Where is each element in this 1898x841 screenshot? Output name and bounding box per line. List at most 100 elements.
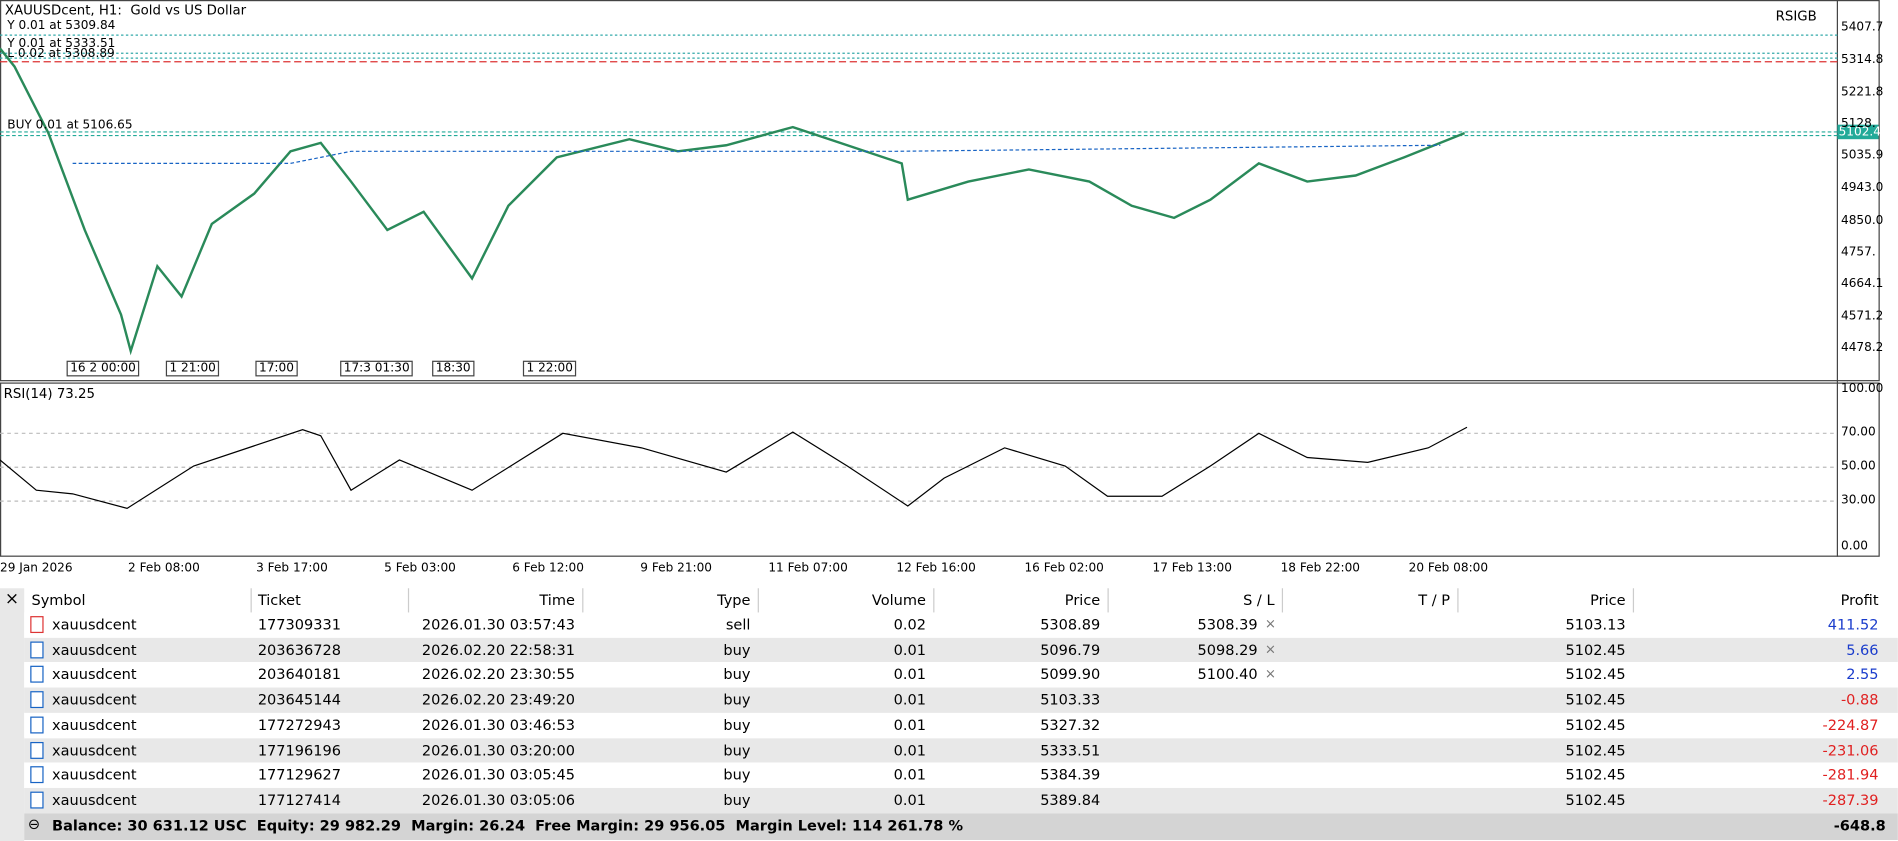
column-header: S / L <box>1243 591 1275 609</box>
table-cell: 5103.13 <box>1565 616 1626 634</box>
table-row[interactable] <box>24 612 1898 638</box>
table-cell: 411.52 <box>1827 616 1879 634</box>
time-axis-label: 18 Feb 22:00 <box>1280 561 1361 575</box>
rsi-panel <box>0 382 1880 557</box>
table-cell: 5389.84 <box>1040 791 1101 809</box>
remove-sl[interactable]: × <box>1264 616 1277 632</box>
column-divider <box>933 588 935 613</box>
column-header: Type <box>717 591 751 609</box>
price-axis-label: 4757. <box>1841 245 1876 260</box>
time-marker: 17:3 01:30 <box>340 360 414 377</box>
remove-sl[interactable]: × <box>1264 641 1277 657</box>
table-cell: 5099.90 <box>1040 666 1101 684</box>
column-divider <box>407 588 410 613</box>
time-marker: 18:30 <box>432 360 475 377</box>
time-marker: 1 22:00 <box>522 360 577 377</box>
close-button[interactable]: × <box>4 589 20 609</box>
table-cell: buy <box>723 666 751 684</box>
order-icon <box>30 616 44 634</box>
table-cell: 5102.45 <box>1565 716 1626 734</box>
table-cell: buy <box>723 691 751 709</box>
table-cell: -287.39 <box>1822 791 1879 809</box>
column-header: Volume <box>871 591 926 609</box>
price-axis-label: 5035.9 <box>1841 148 1884 163</box>
rsi-axis-label: 0.00 <box>1841 539 1868 554</box>
time-marker: 17:00 <box>255 360 298 377</box>
column-divider <box>1281 588 1284 613</box>
column-header: Price <box>1064 591 1101 609</box>
footer-bar <box>24 812 1898 840</box>
price-axis-label: 5407.7 <box>1841 20 1884 34</box>
table-cell: xauusdcent <box>52 616 137 634</box>
rsi-axis-label: 100.00 <box>1841 382 1884 396</box>
table-cell: 5102.45 <box>1565 741 1626 759</box>
table-cell: 0.01 <box>893 791 926 809</box>
column-header: Price <box>1590 591 1626 609</box>
column-header: Symbol <box>31 591 86 609</box>
price-axis-label: 5221.8 <box>1841 85 1884 100</box>
table-cell: 177272943 <box>257 716 341 734</box>
trade-links <box>72 144 1441 165</box>
table-cell: 2026.02.20 23:49:20 <box>421 691 575 709</box>
order-icon <box>30 641 44 659</box>
rsi-label: RSI(14) 73.25 <box>3 386 95 402</box>
table-row[interactable] <box>24 787 1898 813</box>
column-divider <box>1632 588 1635 613</box>
column-header: Profit <box>1840 591 1879 609</box>
table-cell: -231.06 <box>1822 741 1879 759</box>
order-icon <box>30 791 44 809</box>
table-cell: 2026.01.30 03:46:53 <box>421 716 575 734</box>
table-cell: 5102.45 <box>1565 791 1626 809</box>
table-cell: 2026.01.30 03:05:06 <box>421 791 575 809</box>
price-axis-label: 5128. <box>1841 117 1876 131</box>
order-icon <box>30 666 44 684</box>
table-cell: 2.55 <box>1846 666 1879 684</box>
table-cell: 0.02 <box>893 616 926 634</box>
column-divider <box>757 588 759 613</box>
table-cell: xauusdcent <box>52 766 137 784</box>
table-cell: 0.01 <box>893 741 926 759</box>
table-cell: buy <box>723 641 751 659</box>
time-axis-label: 20 Feb 08:00 <box>1408 561 1489 575</box>
table-cell: 0.01 <box>893 716 926 734</box>
table-row[interactable] <box>24 687 1898 713</box>
table-cell: 5308.89 <box>1040 616 1101 634</box>
table-cell: 177127414 <box>257 791 341 809</box>
table-cell: -224.87 <box>1822 716 1879 734</box>
trade-label: BUY 0.01 at 5106.65 <box>7 118 133 132</box>
table-row[interactable] <box>24 662 1898 688</box>
toolbox-strip <box>0 588 25 841</box>
table-cell: 203636728 <box>257 641 341 659</box>
table-cell: 0.01 <box>893 641 926 659</box>
table-cell: 5.66 <box>1846 641 1879 659</box>
time-axis-label: 17 Feb 13:00 <box>1152 561 1232 575</box>
table-cell: xauusdcent <box>52 716 137 734</box>
rsi-axis-label: 50.00 <box>1841 459 1876 474</box>
table-row[interactable] <box>24 737 1898 763</box>
time-axis-label: 5 Feb 03:00 <box>384 561 456 575</box>
table-cell: 5096.79 <box>1040 641 1101 659</box>
table-cell: 2026.01.30 03:20:00 <box>421 741 575 759</box>
remove-sl[interactable]: × <box>1264 666 1277 682</box>
table-cell: 203640181 <box>257 666 341 684</box>
table-cell: xauusdcent <box>52 666 137 684</box>
table-cell: buy <box>723 791 751 809</box>
table-cell: 0.01 <box>893 666 926 684</box>
order-icon <box>30 741 44 759</box>
table-cell: 177309331 <box>257 616 341 634</box>
order-icon <box>30 716 44 734</box>
table-cell: 177196196 <box>257 741 341 759</box>
account-summary: Balance: 30 631.12 USC Equity: 29 982.29… <box>52 816 964 834</box>
table-row[interactable] <box>24 762 1898 788</box>
current-price-box <box>1837 124 1879 140</box>
total-profit: -648.8 <box>1833 816 1886 834</box>
price-axis-label: 4478.2 <box>1841 341 1884 355</box>
column-divider <box>1107 588 1109 613</box>
order-icon <box>30 766 44 784</box>
table-cell: 5327.32 <box>1040 716 1101 734</box>
time-axis-label: 6 Feb 12:00 <box>512 561 584 575</box>
table-row[interactable] <box>24 637 1898 663</box>
current-price: 5102.45 <box>1838 125 1889 140</box>
table-row[interactable] <box>24 712 1898 738</box>
time-marker: 16 2 00:00 <box>66 360 140 377</box>
